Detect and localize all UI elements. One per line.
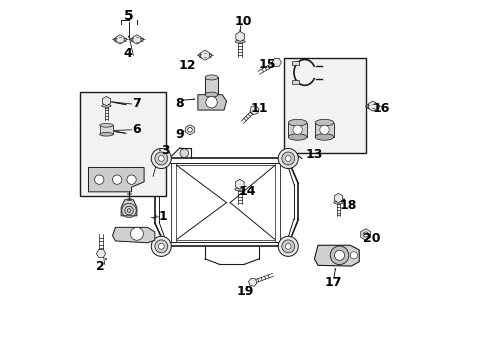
Ellipse shape <box>287 134 306 140</box>
Ellipse shape <box>235 40 244 43</box>
Circle shape <box>155 152 167 165</box>
Polygon shape <box>314 245 359 266</box>
Text: 1: 1 <box>158 211 167 224</box>
Ellipse shape <box>314 134 333 140</box>
Circle shape <box>292 125 302 134</box>
Ellipse shape <box>287 120 306 126</box>
Ellipse shape <box>198 53 212 58</box>
Text: 5: 5 <box>124 9 134 23</box>
Circle shape <box>126 175 136 184</box>
Circle shape <box>130 227 143 240</box>
Polygon shape <box>112 227 155 243</box>
Ellipse shape <box>314 120 333 126</box>
Polygon shape <box>121 200 137 216</box>
Polygon shape <box>116 35 124 44</box>
Text: 13: 13 <box>305 148 323 161</box>
Ellipse shape <box>102 104 111 107</box>
Ellipse shape <box>100 123 113 127</box>
Polygon shape <box>249 105 259 114</box>
Polygon shape <box>368 101 376 111</box>
Text: 3: 3 <box>161 144 169 157</box>
Bar <box>291 80 298 84</box>
Text: 18: 18 <box>339 199 356 212</box>
Polygon shape <box>334 193 342 203</box>
Circle shape <box>187 127 192 132</box>
Ellipse shape <box>100 132 113 136</box>
Text: 8: 8 <box>175 97 183 110</box>
Ellipse shape <box>365 104 379 108</box>
Circle shape <box>278 236 298 256</box>
Ellipse shape <box>204 92 218 97</box>
Circle shape <box>278 148 298 168</box>
Bar <box>100 125 113 134</box>
Circle shape <box>155 240 167 253</box>
Polygon shape <box>133 35 141 44</box>
Text: 14: 14 <box>238 185 256 198</box>
Polygon shape <box>235 32 244 41</box>
Circle shape <box>180 149 188 157</box>
Circle shape <box>319 125 328 134</box>
Bar <box>314 123 333 137</box>
Ellipse shape <box>333 201 343 204</box>
Polygon shape <box>102 96 110 106</box>
Polygon shape <box>200 50 209 60</box>
Polygon shape <box>360 229 370 240</box>
Polygon shape <box>248 278 257 286</box>
Text: 10: 10 <box>235 15 252 28</box>
Circle shape <box>158 156 164 161</box>
Text: 12: 12 <box>178 59 196 72</box>
Text: 6: 6 <box>132 123 141 136</box>
Circle shape <box>281 152 294 165</box>
Polygon shape <box>88 167 144 192</box>
Text: 15: 15 <box>258 58 275 71</box>
Bar <box>80 92 165 196</box>
Circle shape <box>334 250 344 260</box>
Circle shape <box>112 175 122 184</box>
Circle shape <box>158 243 164 249</box>
Bar <box>291 61 298 65</box>
Text: 20: 20 <box>363 232 380 245</box>
Circle shape <box>363 232 367 237</box>
Text: 19: 19 <box>236 285 253 298</box>
Ellipse shape <box>113 37 126 41</box>
Circle shape <box>151 148 171 168</box>
Circle shape <box>329 246 348 265</box>
Circle shape <box>285 243 290 249</box>
Circle shape <box>205 96 217 108</box>
Circle shape <box>281 240 294 253</box>
Polygon shape <box>96 249 105 257</box>
Circle shape <box>349 252 357 259</box>
Text: 9: 9 <box>175 128 183 141</box>
Ellipse shape <box>204 75 218 80</box>
Text: 17: 17 <box>324 276 342 289</box>
Circle shape <box>151 236 171 256</box>
Circle shape <box>94 175 104 184</box>
Text: 2: 2 <box>96 260 104 273</box>
Polygon shape <box>235 179 244 189</box>
Ellipse shape <box>130 37 143 41</box>
Polygon shape <box>198 95 226 110</box>
Bar <box>284 58 366 153</box>
Polygon shape <box>185 125 194 135</box>
Ellipse shape <box>234 188 244 191</box>
Text: 11: 11 <box>250 103 268 116</box>
Polygon shape <box>271 58 281 66</box>
Text: 7: 7 <box>132 98 141 111</box>
Bar <box>204 77 218 95</box>
Text: 4: 4 <box>123 47 132 60</box>
Text: 16: 16 <box>371 102 388 115</box>
Bar <box>287 123 306 137</box>
Circle shape <box>285 156 290 161</box>
